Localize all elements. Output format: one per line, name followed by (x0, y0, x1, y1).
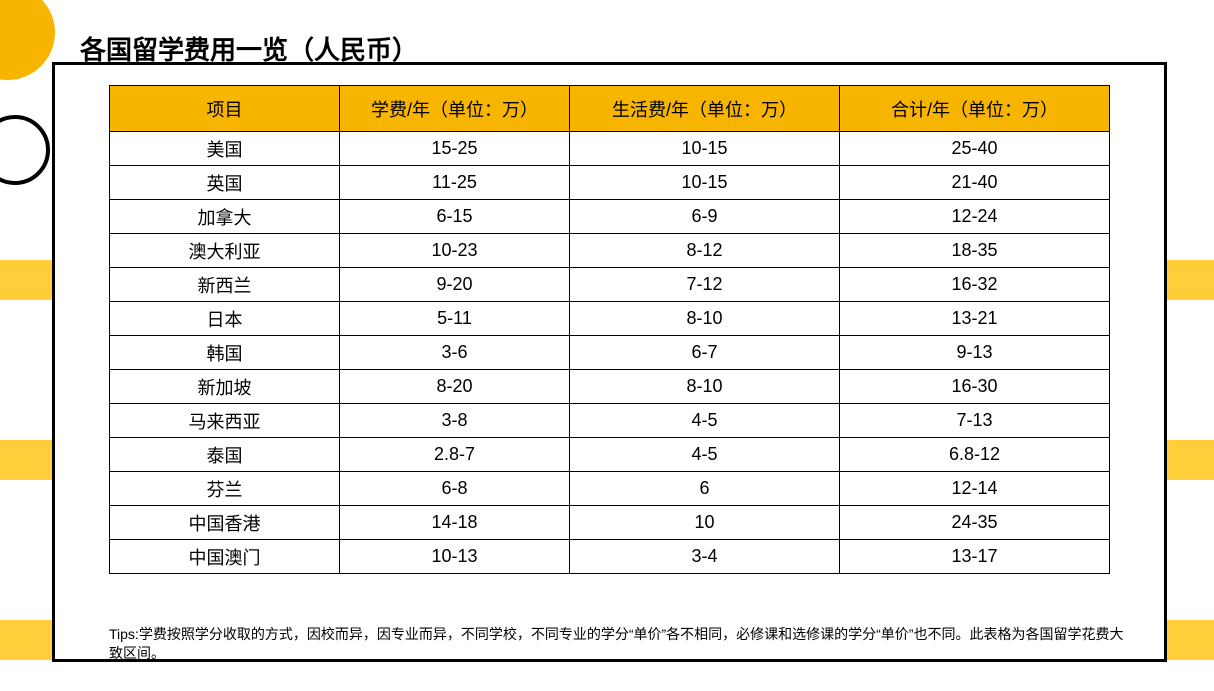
table-row: 英国11-2510-1521-40 (110, 166, 1110, 200)
table-cell: 6 (570, 472, 840, 506)
table-cell: 中国香港 (110, 506, 340, 540)
table-cell: 3-8 (340, 404, 570, 438)
table-cell: 5-11 (340, 302, 570, 336)
table-row: 泰国2.8-74-56.8-12 (110, 438, 1110, 472)
bg-circle (0, 0, 55, 80)
table-cell: 6-9 (570, 200, 840, 234)
table-header-cell: 生活费/年（单位：万） (570, 86, 840, 132)
table-row: 日本5-118-1013-21 (110, 302, 1110, 336)
table-cell: 13-21 (840, 302, 1110, 336)
table-cell: 16-32 (840, 268, 1110, 302)
table-cell: 8-20 (340, 370, 570, 404)
table-cell: 泰国 (110, 438, 340, 472)
table-header-row: 项目学费/年（单位：万）生活费/年（单位：万）合计/年（单位：万） (110, 86, 1110, 132)
table-cell: 芬兰 (110, 472, 340, 506)
table-cell: 6-7 (570, 336, 840, 370)
cost-table-wrapper: 项目学费/年（单位：万）生活费/年（单位：万）合计/年（单位：万） 美国15-2… (109, 85, 1109, 574)
table-cell: 英国 (110, 166, 340, 200)
table-cell: 15-25 (340, 132, 570, 166)
tips-text: Tips:学费按照学分收取的方式，因校而异，因专业而异，不同学校，不同专业的学分… (109, 625, 1129, 663)
table-cell: 12-14 (840, 472, 1110, 506)
table-cell: 6-15 (340, 200, 570, 234)
table-cell: 8-10 (570, 302, 840, 336)
table-cell: 7-12 (570, 268, 840, 302)
table-header-cell: 学费/年（单位：万） (340, 86, 570, 132)
table-cell: 新西兰 (110, 268, 340, 302)
table-cell: 10 (570, 506, 840, 540)
table-cell: 4-5 (570, 404, 840, 438)
table-cell: 8-10 (570, 370, 840, 404)
bg-circle (0, 115, 50, 185)
cost-table: 项目学费/年（单位：万）生活费/年（单位：万）合计/年（单位：万） 美国15-2… (109, 85, 1110, 574)
table-cell: 3-6 (340, 336, 570, 370)
table-cell: 7-13 (840, 404, 1110, 438)
table-cell: 10-23 (340, 234, 570, 268)
table-cell: 11-25 (340, 166, 570, 200)
table-cell: 25-40 (840, 132, 1110, 166)
table-cell: 2.8-7 (340, 438, 570, 472)
table-cell: 14-18 (340, 506, 570, 540)
table-cell: 21-40 (840, 166, 1110, 200)
table-cell: 6.8-12 (840, 438, 1110, 472)
table-cell: 中国澳门 (110, 540, 340, 574)
table-row: 马来西亚3-84-57-13 (110, 404, 1110, 438)
table-cell: 日本 (110, 302, 340, 336)
table-row: 韩国3-66-79-13 (110, 336, 1110, 370)
table-cell: 3-4 (570, 540, 840, 574)
tips-label: Tips: (109, 626, 139, 642)
table-row: 新西兰9-207-1216-32 (110, 268, 1110, 302)
table-cell: 8-12 (570, 234, 840, 268)
table-row: 中国香港14-181024-35 (110, 506, 1110, 540)
table-cell: 美国 (110, 132, 340, 166)
table-header-cell: 合计/年（单位：万） (840, 86, 1110, 132)
table-row: 中国澳门10-133-413-17 (110, 540, 1110, 574)
table-cell: 24-35 (840, 506, 1110, 540)
table-cell: 9-20 (340, 268, 570, 302)
table-cell: 10-15 (570, 132, 840, 166)
table-row: 芬兰6-8612-14 (110, 472, 1110, 506)
table-cell: 6-8 (340, 472, 570, 506)
page-title: 各国留学费用一览（人民币） (80, 30, 418, 67)
table-cell: 10-15 (570, 166, 840, 200)
table-cell: 澳大利亚 (110, 234, 340, 268)
table-cell: 新加坡 (110, 370, 340, 404)
table-cell: 马来西亚 (110, 404, 340, 438)
table-cell: 10-13 (340, 540, 570, 574)
table-row: 美国15-2510-1525-40 (110, 132, 1110, 166)
table-cell: 9-13 (840, 336, 1110, 370)
table-cell: 韩国 (110, 336, 340, 370)
table-row: 澳大利亚10-238-1218-35 (110, 234, 1110, 268)
table-cell: 18-35 (840, 234, 1110, 268)
table-cell: 16-30 (840, 370, 1110, 404)
table-cell: 13-17 (840, 540, 1110, 574)
tips-body: 学费按照学分收取的方式，因校而异，因专业而异，不同学校，不同专业的学分“单价”各… (109, 626, 1123, 661)
table-cell: 4-5 (570, 438, 840, 472)
table-row: 新加坡8-208-1016-30 (110, 370, 1110, 404)
table-cell: 加拿大 (110, 200, 340, 234)
table-header-cell: 项目 (110, 86, 340, 132)
table-cell: 12-24 (840, 200, 1110, 234)
table-row: 加拿大6-156-912-24 (110, 200, 1110, 234)
